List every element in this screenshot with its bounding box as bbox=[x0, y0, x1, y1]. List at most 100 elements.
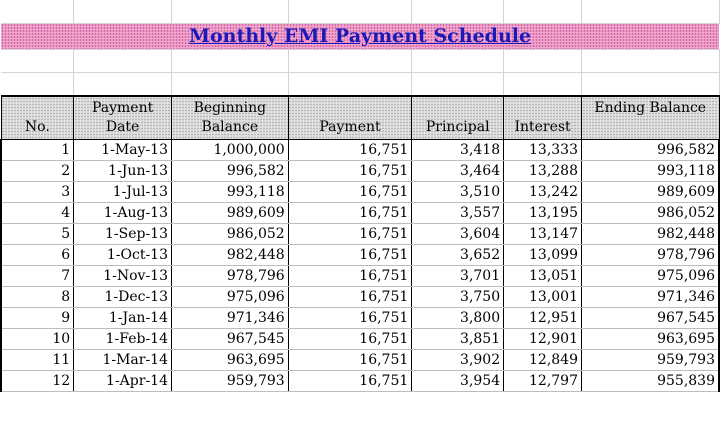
cell-beginning-balance[interactable]: 993,118 bbox=[171, 181, 289, 203]
cell-payment[interactable]: 16,751 bbox=[288, 265, 413, 287]
cell-payment-date[interactable]: 1-Apr-14 bbox=[73, 370, 172, 392]
cell-payment-date[interactable]: 1-Mar-14 bbox=[73, 349, 172, 371]
cell-ending-balance[interactable]: 963,695 bbox=[581, 328, 720, 350]
cell[interactable] bbox=[288, 0, 413, 24]
cell-payment-date[interactable]: 1-Aug-13 bbox=[73, 202, 172, 224]
cell-principal[interactable]: 3,750 bbox=[411, 286, 505, 308]
cell-interest[interactable]: 12,849 bbox=[503, 349, 582, 371]
cell[interactable] bbox=[411, 49, 505, 73]
cell-interest[interactable]: 12,901 bbox=[503, 328, 582, 350]
cell-ending-balance[interactable]: 986,052 bbox=[581, 202, 720, 224]
cell[interactable] bbox=[1, 72, 75, 97]
cell-beginning-balance[interactable]: 971,346 bbox=[171, 307, 289, 329]
cell[interactable] bbox=[73, 49, 172, 73]
cell-principal[interactable]: 3,418 bbox=[411, 139, 505, 161]
cell[interactable] bbox=[73, 72, 172, 97]
cell-principal[interactable]: 3,652 bbox=[411, 244, 505, 266]
cell-beginning-balance[interactable]: 967,545 bbox=[171, 328, 289, 350]
cell-beginning-balance[interactable]: 959,793 bbox=[171, 370, 289, 392]
cell-payment-date[interactable]: 1-Feb-14 bbox=[73, 328, 172, 350]
cell-no[interactable]: 2 bbox=[0, 160, 75, 182]
cell-payment[interactable]: 16,751 bbox=[288, 160, 413, 182]
cell-beginning-balance[interactable]: 978,796 bbox=[171, 265, 289, 287]
cell-payment[interactable]: 16,751 bbox=[288, 244, 413, 266]
cell-interest[interactable]: 12,797 bbox=[503, 370, 582, 392]
cell-ending-balance[interactable]: 975,096 bbox=[581, 265, 720, 287]
cell[interactable] bbox=[1, 0, 75, 24]
cell-no[interactable]: 3 bbox=[0, 181, 75, 203]
cell-payment[interactable]: 16,751 bbox=[288, 307, 413, 329]
cell[interactable] bbox=[171, 0, 289, 24]
cell-interest[interactable]: 13,099 bbox=[503, 244, 582, 266]
cell-payment-date[interactable]: 1-May-13 bbox=[73, 139, 172, 161]
cell-payment-date[interactable]: 1-Jun-13 bbox=[73, 160, 172, 182]
cell[interactable] bbox=[503, 0, 582, 24]
cell-principal[interactable]: 3,851 bbox=[411, 328, 505, 350]
header-beginning-balance[interactable]: Beginning Balance bbox=[171, 95, 289, 140]
cell-interest[interactable]: 13,001 bbox=[503, 286, 582, 308]
cell-no[interactable]: 7 bbox=[0, 265, 75, 287]
cell-beginning-balance[interactable]: 963,695 bbox=[171, 349, 289, 371]
cell-payment[interactable]: 16,751 bbox=[288, 223, 413, 245]
cell-principal[interactable]: 3,464 bbox=[411, 160, 505, 182]
cell[interactable] bbox=[503, 72, 582, 97]
cell-ending-balance[interactable]: 993,118 bbox=[581, 160, 720, 182]
cell-ending-balance[interactable]: 959,793 bbox=[581, 349, 720, 371]
header-payment[interactable]: Payment bbox=[287, 95, 413, 140]
cell-interest[interactable]: 13,242 bbox=[503, 181, 582, 203]
cell-ending-balance[interactable]: 989,609 bbox=[581, 181, 720, 203]
cell-interest[interactable]: 13,333 bbox=[503, 139, 582, 161]
cell-principal[interactable]: 3,800 bbox=[411, 307, 505, 329]
cell-payment-date[interactable]: 1-Jan-14 bbox=[73, 307, 172, 329]
cell-payment-date[interactable]: 1-Sep-13 bbox=[73, 223, 172, 245]
page-title[interactable]: Monthly EMI Payment Schedule bbox=[1, 23, 719, 50]
cell-payment[interactable]: 16,751 bbox=[288, 370, 413, 392]
cell[interactable] bbox=[411, 0, 505, 24]
cell-no[interactable]: 10 bbox=[0, 328, 75, 350]
cell[interactable] bbox=[288, 49, 413, 73]
cell-beginning-balance[interactable]: 982,448 bbox=[171, 244, 289, 266]
cell-beginning-balance[interactable]: 996,582 bbox=[171, 160, 289, 182]
header-payment-date[interactable]: Payment Date bbox=[73, 95, 172, 140]
cell-no[interactable]: 6 bbox=[0, 244, 75, 266]
cell-beginning-balance[interactable]: 1,000,000 bbox=[171, 139, 289, 161]
cell-interest[interactable]: 13,147 bbox=[503, 223, 582, 245]
cell[interactable] bbox=[288, 72, 413, 97]
cell-no[interactable]: 4 bbox=[0, 202, 75, 224]
cell-no[interactable]: 5 bbox=[0, 223, 75, 245]
cell-payment[interactable]: 16,751 bbox=[288, 139, 413, 161]
cell[interactable] bbox=[171, 72, 289, 97]
cell-payment[interactable]: 16,751 bbox=[288, 328, 413, 350]
cell-ending-balance[interactable]: 996,582 bbox=[581, 139, 720, 161]
cell-payment[interactable]: 16,751 bbox=[288, 286, 413, 308]
cell-interest[interactable]: 13,288 bbox=[503, 160, 582, 182]
header-interest[interactable]: Interest bbox=[503, 95, 582, 140]
cell-ending-balance[interactable]: 971,346 bbox=[581, 286, 720, 308]
cell[interactable] bbox=[581, 72, 720, 97]
cell-principal[interactable]: 3,902 bbox=[411, 349, 505, 371]
cell-interest[interactable]: 13,195 bbox=[503, 202, 582, 224]
cell-beginning-balance[interactable]: 975,096 bbox=[171, 286, 289, 308]
cell-principal[interactable]: 3,510 bbox=[411, 181, 505, 203]
cell-interest[interactable]: 12,951 bbox=[503, 307, 582, 329]
cell-principal[interactable]: 3,557 bbox=[411, 202, 505, 224]
cell-payment[interactable]: 16,751 bbox=[288, 349, 413, 371]
cell-no[interactable]: 9 bbox=[0, 307, 75, 329]
header-principal[interactable]: Principal bbox=[411, 95, 505, 140]
cell-ending-balance[interactable]: 967,545 bbox=[581, 307, 720, 329]
cell-ending-balance[interactable]: 982,448 bbox=[581, 223, 720, 245]
cell[interactable] bbox=[581, 49, 720, 73]
cell[interactable] bbox=[581, 0, 720, 24]
cell-ending-balance[interactable]: 955,839 bbox=[581, 370, 720, 392]
cell-payment-date[interactable]: 1-Oct-13 bbox=[73, 244, 172, 266]
cell-payment[interactable]: 16,751 bbox=[288, 202, 413, 224]
cell-payment-date[interactable]: 1-Jul-13 bbox=[73, 181, 172, 203]
cell-ending-balance[interactable]: 978,796 bbox=[581, 244, 720, 266]
cell-no[interactable]: 11 bbox=[0, 349, 75, 371]
cell-no[interactable]: 1 bbox=[0, 139, 75, 161]
cell-payment[interactable]: 16,751 bbox=[288, 181, 413, 203]
cell-interest[interactable]: 13,051 bbox=[503, 265, 582, 287]
cell[interactable] bbox=[1, 49, 75, 73]
cell[interactable] bbox=[503, 49, 582, 73]
cell-principal[interactable]: 3,604 bbox=[411, 223, 505, 245]
